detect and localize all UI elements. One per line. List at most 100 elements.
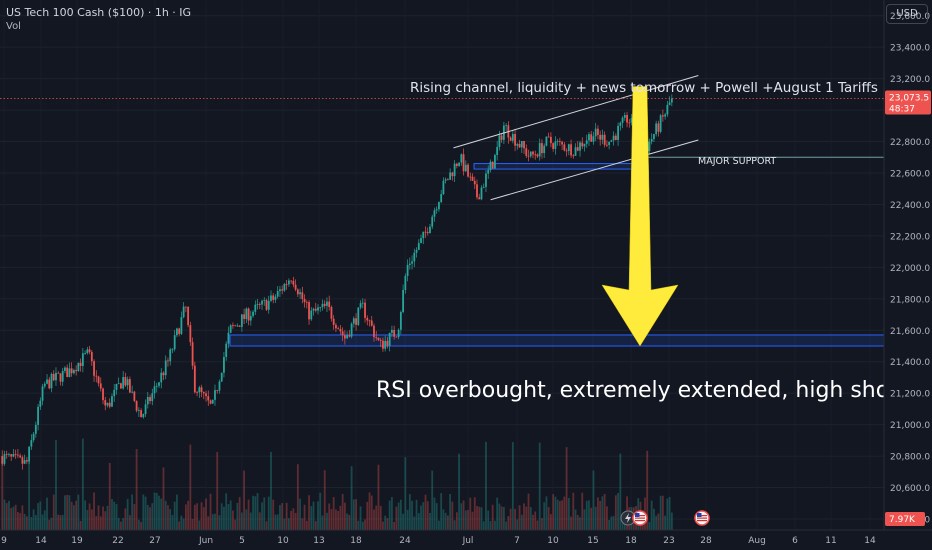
volume-bar	[256, 493, 259, 530]
candle-body	[373, 325, 375, 338]
volume-bar	[502, 507, 505, 530]
price-badge[interactable]	[885, 90, 931, 115]
volume-bar	[191, 519, 194, 530]
candle-body	[1, 456, 4, 464]
rising-channel[interactable]	[453, 75, 699, 201]
candle-body	[319, 307, 322, 308]
candle-body	[379, 340, 382, 341]
volume-bar	[476, 506, 478, 530]
volume-bar	[599, 500, 602, 530]
candle-body	[200, 387, 203, 393]
candle-body	[355, 318, 357, 325]
volume-bar	[310, 506, 313, 530]
volume-bar	[404, 457, 407, 530]
channel-lower-line[interactable]	[490, 139, 699, 201]
candle-body	[207, 396, 210, 401]
candle-body	[670, 98, 673, 103]
volume-bar	[296, 464, 299, 530]
volume-bar	[64, 495, 66, 530]
price-tick-label: 22,000.0	[890, 264, 930, 274]
volume-bar	[482, 521, 485, 530]
candle-body	[411, 261, 413, 264]
volume-bar	[323, 470, 326, 530]
price-axis[interactable]: 23,600.023,400.023,200.023,000.022,800.0…	[883, 0, 932, 550]
candle-body	[198, 387, 201, 393]
candle-body	[614, 135, 617, 140]
candle-body	[339, 328, 342, 332]
rsi-annotation[interactable]: RSI overbought, extremely extended, high…	[376, 378, 925, 403]
symbol-title[interactable]: US Tech 100 Cash ($100) · 1h · IG	[6, 6, 192, 19]
time-tick-label: Jun	[198, 536, 213, 546]
candle-body	[359, 303, 362, 308]
candle-body	[496, 147, 499, 156]
candle-body	[330, 306, 333, 319]
volume-bar	[619, 453, 622, 530]
volume-bar	[411, 500, 413, 530]
candle-body	[229, 325, 232, 333]
volume-bar	[449, 494, 452, 530]
candle-body	[104, 400, 107, 406]
candle-body	[592, 136, 595, 142]
channel-upper-line[interactable]	[453, 75, 699, 149]
candle-body	[292, 280, 295, 285]
volume-bar	[243, 470, 246, 530]
candle-body	[247, 308, 250, 321]
candle-body	[245, 308, 248, 319]
candle-body	[514, 133, 516, 146]
time-axis[interactable]: 9 14 19 22 27 Jun 5 10 13 18 24 Jul 7 10 15 18 23 28 Aug 6 1…	[0, 529, 932, 550]
channel-annotation[interactable]: Rising channel, liquidity + news tomorro…	[410, 80, 878, 96]
candle-body	[444, 179, 447, 181]
currency-button[interactable]: USD	[886, 4, 928, 24]
candle-body	[108, 402, 111, 407]
candle-body	[236, 325, 239, 327]
volume-bar	[464, 510, 467, 530]
candle-body	[193, 365, 196, 393]
candle-body	[187, 306, 190, 326]
volume-bar	[556, 499, 559, 530]
volume-bar	[661, 495, 664, 530]
candle-body	[554, 141, 557, 149]
volume-bar	[205, 498, 207, 530]
candle-body	[285, 283, 288, 285]
volume-label: Vol	[6, 21, 21, 32]
volume-bar	[75, 500, 78, 530]
us-flag-canton	[635, 513, 640, 517]
candle-body	[657, 123, 660, 132]
volume-bar	[518, 505, 521, 530]
time-tick-label: 5	[239, 536, 245, 546]
candle-body	[626, 114, 628, 123]
volume-bar	[366, 501, 369, 530]
projection-arrow[interactable]	[601, 86, 679, 347]
volume-bar	[395, 506, 398, 530]
volume-bar	[402, 513, 405, 530]
candle-body	[184, 306, 187, 308]
candle-body	[28, 446, 31, 462]
candle-body	[460, 154, 463, 163]
candle-body	[115, 383, 118, 390]
volume-badge[interactable]	[885, 512, 925, 526]
candle-body	[70, 368, 73, 374]
lower-zone[interactable]	[229, 334, 885, 347]
annotations[interactable]: Rising channel, liquidity + news tomorro…	[0, 80, 925, 526]
volume-bar	[326, 512, 328, 530]
candle-body	[88, 349, 91, 353]
support-annotation[interactable]: MAJOR SUPPORT	[698, 156, 776, 167]
volume-bar	[361, 521, 364, 530]
volume-bar	[57, 514, 60, 530]
candle-body	[361, 302, 364, 304]
candle-body	[238, 325, 241, 327]
candle-body	[462, 154, 465, 172]
candle-body	[395, 336, 398, 338]
candle-body	[453, 163, 456, 177]
candle-body	[375, 337, 378, 338]
volume-bar	[664, 515, 667, 530]
candle-body	[52, 373, 55, 381]
volume-bar	[579, 517, 581, 530]
volume-bar	[397, 502, 400, 530]
volume-bar	[25, 516, 28, 530]
volume-bar	[104, 511, 107, 530]
candle-body	[153, 386, 156, 394]
volume-bar	[5, 503, 8, 530]
volume-bar	[52, 494, 55, 530]
